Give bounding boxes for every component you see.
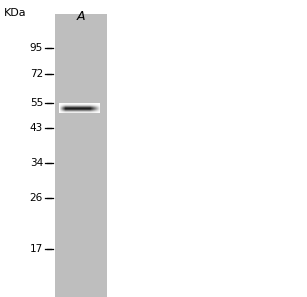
Text: A: A <box>77 10 85 23</box>
Text: 55: 55 <box>30 98 43 108</box>
Text: 72: 72 <box>30 69 43 79</box>
Text: 26: 26 <box>30 193 43 203</box>
Text: 43: 43 <box>30 123 43 133</box>
Text: 17: 17 <box>30 244 43 254</box>
Text: 95: 95 <box>30 43 43 53</box>
Bar <box>55 14 107 297</box>
Text: KDa: KDa <box>4 8 27 18</box>
Text: 34: 34 <box>30 158 43 168</box>
